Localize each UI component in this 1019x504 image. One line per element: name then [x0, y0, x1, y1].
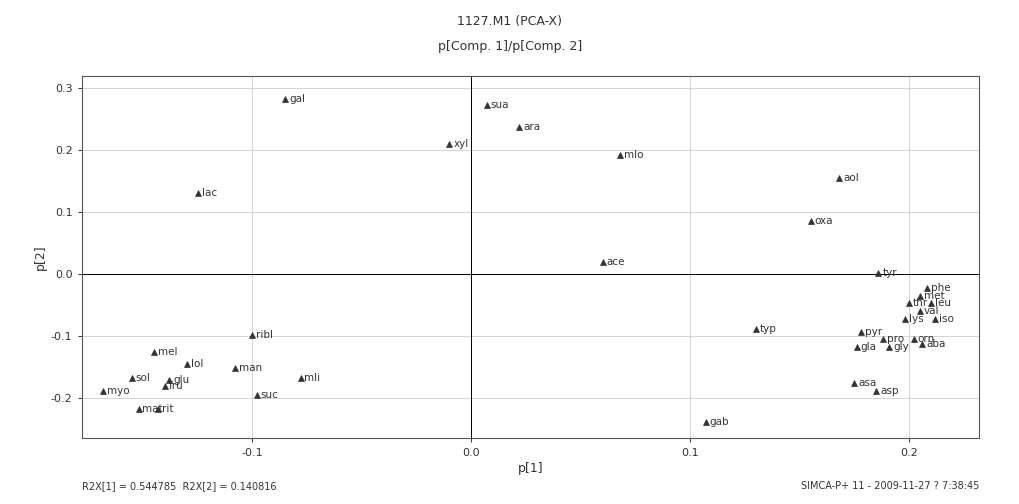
Text: suc: suc: [261, 390, 278, 400]
Text: lol: lol: [191, 359, 203, 369]
Text: gly: gly: [893, 342, 908, 352]
Text: xyl: xyl: [452, 139, 468, 149]
Text: 1127.M1 (PCA-X): 1127.M1 (PCA-X): [458, 15, 561, 28]
Text: lac: lac: [202, 188, 216, 199]
Text: orn: orn: [916, 334, 933, 344]
Text: asp: asp: [879, 386, 898, 396]
Text: gab: gab: [709, 417, 729, 427]
Text: lys: lys: [908, 314, 922, 325]
Text: pro: pro: [886, 334, 903, 344]
Text: ace: ace: [606, 257, 625, 267]
Text: iso: iso: [938, 314, 954, 325]
Text: ribl: ribl: [256, 330, 273, 340]
Text: glu: glu: [173, 374, 190, 385]
Text: val: val: [923, 306, 938, 317]
Text: ara: ara: [523, 122, 540, 132]
Text: fru: fru: [168, 381, 183, 391]
Text: aba: aba: [925, 339, 945, 349]
Text: leu: leu: [934, 298, 950, 308]
Y-axis label: p[2]: p[2]: [34, 244, 47, 270]
Text: myo: myo: [107, 386, 130, 396]
Text: pyr: pyr: [864, 327, 881, 337]
Text: sol: sol: [136, 373, 151, 384]
Text: tyr: tyr: [881, 268, 896, 278]
Text: typ: typ: [759, 324, 775, 334]
Text: R2X[1] = 0.544785  R2X[2] = 0.140816: R2X[1] = 0.544785 R2X[2] = 0.140816: [82, 481, 276, 491]
Text: mel: mel: [158, 347, 177, 357]
Text: phe: phe: [929, 283, 950, 293]
X-axis label: p[1]: p[1]: [517, 462, 543, 475]
Text: gal: gal: [288, 94, 305, 103]
Text: met: met: [923, 291, 944, 301]
Text: asa: asa: [858, 377, 875, 388]
Text: man: man: [238, 363, 262, 373]
Text: sua: sua: [490, 100, 508, 110]
Text: gla: gla: [860, 342, 875, 352]
Text: rit: rit: [162, 404, 173, 414]
Text: mli: mli: [304, 373, 320, 384]
Text: aol: aol: [842, 173, 858, 183]
Text: SIMCA-P+ 11 - 2009-11-27 ? 7:38:45: SIMCA-P+ 11 - 2009-11-27 ? 7:38:45: [800, 481, 978, 491]
Text: thr: thr: [912, 298, 927, 308]
Text: mat: mat: [143, 404, 163, 414]
Text: oxa: oxa: [814, 216, 833, 226]
Text: p[Comp. 1]/p[Comp. 2]: p[Comp. 1]/p[Comp. 2]: [437, 40, 582, 53]
Text: mlo: mlo: [624, 150, 643, 160]
